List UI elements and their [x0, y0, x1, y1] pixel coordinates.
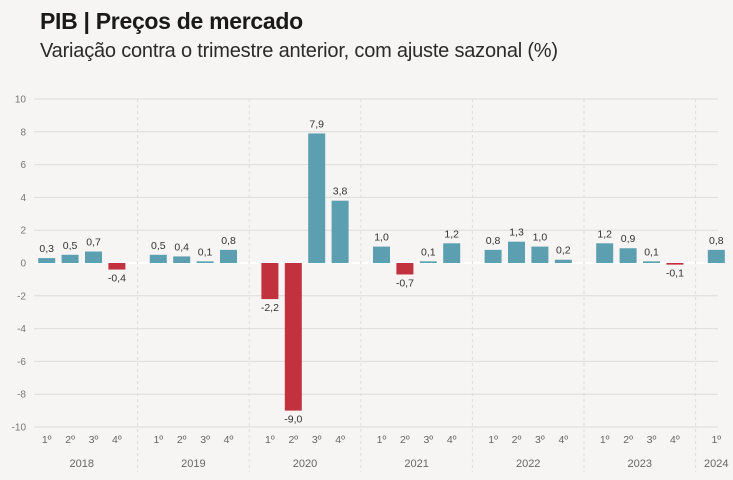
- year-label: 2023: [628, 458, 652, 470]
- quarter-label: 4º: [335, 434, 345, 446]
- bar: [85, 251, 102, 263]
- data-label: -9,0: [284, 414, 302, 426]
- quarter-label: 4º: [224, 434, 234, 446]
- quarter-label: 4º: [112, 434, 122, 446]
- quarter-label: 3º: [647, 434, 657, 446]
- bar: [61, 254, 79, 263]
- data-label: 1,2: [597, 228, 612, 240]
- bar: [554, 259, 572, 263]
- bar: [596, 243, 614, 263]
- year-label: 2020: [293, 458, 317, 470]
- chart-subtitle: Variação contra o trimestre anterior, co…: [40, 40, 558, 62]
- quarter-label: 2º: [65, 434, 75, 446]
- bar: [443, 243, 461, 263]
- bar: [419, 261, 437, 263]
- data-label: -2,2: [261, 302, 279, 314]
- year-label: 2022: [516, 458, 540, 470]
- data-label: -0,4: [108, 273, 126, 285]
- data-label: 0,8: [709, 235, 724, 247]
- data-label: 3,8: [333, 186, 348, 198]
- data-label: 7,9: [309, 118, 324, 130]
- data-label: -0,7: [396, 277, 414, 289]
- data-label: 0,3: [39, 243, 54, 255]
- bar: [531, 246, 549, 263]
- bar: [108, 263, 126, 270]
- bar: [643, 261, 660, 263]
- y-tick-label: -2: [17, 291, 26, 302]
- quarter-label: 2º: [623, 434, 633, 446]
- data-label: -0,1: [666, 268, 684, 280]
- bar: [284, 263, 302, 411]
- year-label: 2018: [70, 458, 94, 470]
- bar: [308, 133, 326, 263]
- quarter-label: 3º: [200, 434, 210, 446]
- data-label: 0,1: [644, 246, 659, 258]
- quarter-label: 1º: [488, 434, 498, 446]
- bar: [196, 261, 214, 263]
- data-label: 0,8: [486, 235, 501, 247]
- data-label: 0,4: [174, 241, 189, 253]
- year-label: 2021: [404, 458, 428, 470]
- data-label: 1,0: [374, 232, 389, 244]
- quarter-label: 2º: [512, 434, 522, 446]
- y-tick-label: -4: [17, 324, 26, 335]
- bar: [484, 249, 502, 263]
- y-tick-label: -8: [17, 390, 26, 401]
- data-label: 1,2: [444, 228, 459, 240]
- bar: [220, 249, 237, 263]
- data-label: 0,9: [621, 233, 636, 245]
- data-label: 0,5: [63, 240, 78, 252]
- quarter-label: 2º: [288, 434, 298, 446]
- bar: [331, 200, 349, 263]
- y-tick-label: 0: [20, 259, 26, 270]
- y-tick-label: 4: [20, 193, 26, 204]
- bar: [707, 249, 725, 263]
- year-label: 2019: [181, 458, 205, 470]
- quarter-label: 1º: [711, 434, 721, 446]
- bar: [666, 263, 684, 265]
- y-tick-label: 6: [20, 160, 26, 171]
- quarter-label: 4º: [447, 434, 457, 446]
- bar: [619, 248, 637, 263]
- y-tick-label: 10: [15, 95, 27, 106]
- bar: [149, 254, 167, 263]
- bar: [38, 258, 56, 263]
- y-tick-label: -6: [17, 357, 26, 368]
- quarter-label: 3º: [423, 434, 433, 446]
- bar: [261, 263, 279, 300]
- data-label: 0,2: [556, 245, 571, 257]
- quarter-label: 1º: [153, 434, 163, 446]
- quarter-label: 2º: [177, 434, 187, 446]
- data-label: 0,1: [421, 246, 436, 258]
- quarter-label: 1º: [265, 434, 275, 446]
- data-label: 0,1: [198, 246, 213, 258]
- quarter-label: 1º: [42, 434, 52, 446]
- quarter-label: 4º: [558, 434, 568, 446]
- quarter-label: 3º: [89, 434, 99, 446]
- quarter-label: 1º: [377, 434, 387, 446]
- data-label: 1,0: [533, 232, 548, 244]
- data-label: 0,8: [221, 235, 236, 247]
- bar: [173, 256, 191, 263]
- y-tick-label: 2: [20, 226, 26, 237]
- bar: [373, 246, 390, 263]
- y-tick-label: 8: [20, 127, 26, 138]
- quarter-label: 3º: [312, 434, 322, 446]
- chart-title: PIB | Preços de mercado: [40, 8, 303, 34]
- quarter-label: 3º: [535, 434, 545, 446]
- y-tick-label: -10: [12, 423, 27, 434]
- quarter-label: 1º: [600, 434, 610, 446]
- quarter-label: 2º: [400, 434, 410, 446]
- quarter-label: 4º: [670, 434, 680, 446]
- data-label: 0,7: [86, 237, 101, 249]
- bar: [508, 241, 525, 263]
- bar: [396, 263, 414, 275]
- data-label: 0,5: [151, 240, 166, 252]
- year-label: 2024: [704, 458, 728, 470]
- data-label: 1,3: [509, 227, 524, 239]
